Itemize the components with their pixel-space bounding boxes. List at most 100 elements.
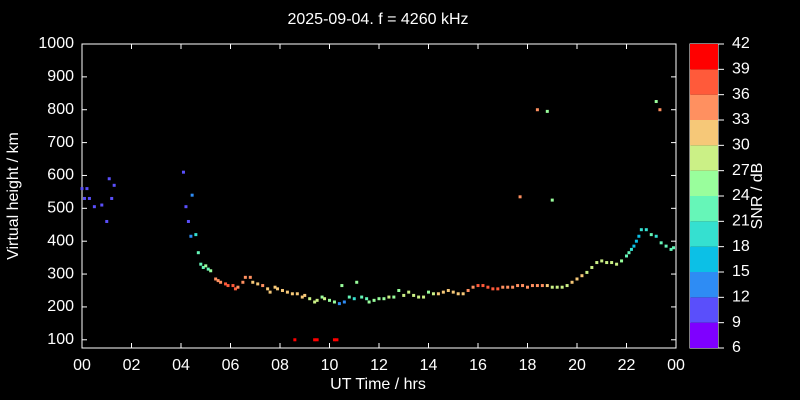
data-point (402, 293, 406, 297)
data-point (516, 284, 520, 288)
x-tick-label: 10 (321, 357, 339, 374)
data-point (315, 298, 319, 302)
colorbar-segment (690, 170, 718, 196)
colorbar-segment (690, 94, 718, 120)
data-point (632, 244, 636, 248)
data-point (634, 239, 638, 243)
y-tick-label: 600 (47, 167, 74, 184)
data-point (446, 288, 450, 292)
data-point (610, 261, 614, 265)
data-point (644, 228, 648, 232)
data-point (206, 267, 210, 271)
y-tick-label: 800 (47, 101, 74, 118)
data-point (506, 285, 510, 289)
data-point (328, 298, 331, 302)
data-point (313, 300, 317, 304)
y-tick-label: 1000 (38, 35, 74, 52)
data-point (491, 287, 495, 291)
x-tick-label: 12 (370, 357, 388, 374)
data-point (87, 196, 91, 200)
colorbar-segment (690, 196, 718, 222)
data-point (649, 233, 653, 237)
data-point (107, 177, 111, 181)
colorbar-tick-label: 12 (732, 289, 750, 306)
colorbar-segment (690, 322, 718, 348)
data-point (92, 205, 96, 209)
data-point (387, 295, 391, 299)
data-point (100, 203, 104, 207)
data-point (595, 261, 599, 265)
data-point (521, 284, 525, 288)
data-point (620, 259, 624, 263)
data-point (189, 234, 193, 238)
data-point (280, 288, 284, 292)
data-point (105, 219, 109, 223)
data-point (451, 290, 455, 294)
x-tick-label: 20 (568, 357, 586, 374)
x-tick-label: 04 (172, 357, 190, 374)
chart-title: 2025-09-04. f = 4260 kHz (287, 11, 468, 28)
colorbar-tick-label: 30 (732, 137, 750, 154)
data-point (397, 288, 401, 292)
y-tick-label: 500 (47, 200, 74, 217)
data-point (315, 338, 319, 342)
colorbar-segment (690, 221, 718, 247)
x-tick-label: 06 (222, 357, 240, 374)
data-point (251, 280, 255, 284)
x-tick-label: 18 (519, 357, 537, 374)
data-point (332, 338, 336, 342)
data-point (295, 292, 299, 296)
data-point (320, 295, 324, 299)
data-point (629, 247, 633, 251)
x-tick-label: 00 (667, 357, 685, 374)
colorbar-label: SNR / dB (749, 163, 766, 230)
data-point (248, 275, 252, 279)
data-point (518, 195, 522, 199)
colorbar-tick-label: 15 (732, 263, 750, 280)
data-point (672, 246, 676, 250)
data-point (658, 108, 662, 112)
x-tick-label: 00 (73, 357, 91, 374)
data-point (669, 247, 673, 251)
data-point (476, 284, 480, 288)
data-point (80, 187, 84, 191)
data-point (231, 284, 235, 288)
data-point (545, 284, 549, 288)
data-point (501, 285, 505, 289)
colorbar-tick-label: 6 (732, 339, 741, 356)
data-point (300, 295, 304, 299)
data-point (436, 292, 440, 296)
data-point (352, 297, 356, 301)
data-point (431, 292, 435, 296)
data-point (224, 282, 228, 286)
data-point (654, 234, 658, 238)
colorbar-tick-label: 42 (732, 35, 750, 52)
data-point (360, 295, 364, 299)
data-point (285, 290, 289, 294)
data-point (233, 287, 237, 291)
data-point (347, 295, 351, 299)
data-point (219, 280, 223, 284)
data-point (550, 285, 554, 289)
data-point (308, 297, 312, 301)
data-point (496, 287, 500, 291)
data-point (204, 264, 208, 268)
data-point (560, 285, 564, 289)
y-tick-label: 300 (47, 265, 74, 282)
data-point (184, 205, 188, 209)
data-point (190, 193, 194, 197)
data-point (481, 284, 485, 288)
data-point (590, 265, 594, 269)
colorbar-segment (690, 120, 718, 146)
data-point (535, 108, 539, 112)
data-point (290, 292, 294, 296)
data-point (382, 297, 386, 301)
data-point (268, 290, 272, 294)
data-point (293, 338, 297, 342)
data-point (570, 280, 574, 284)
x-axis-label: UT Time / hrs (330, 376, 426, 393)
data-point (545, 109, 549, 113)
data-point (625, 254, 628, 258)
